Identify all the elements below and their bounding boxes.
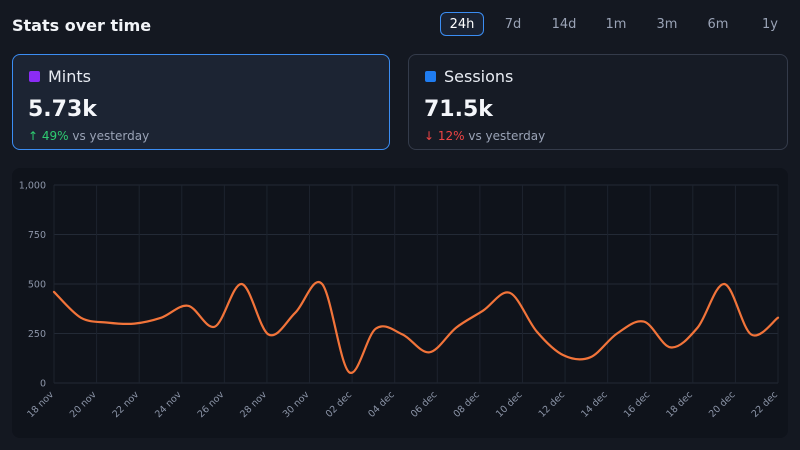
arrow-up-icon: ↑: [28, 129, 39, 143]
card-label: Mints: [48, 67, 91, 86]
x-tick-label: 18 dec: [664, 389, 695, 420]
x-tick-label: 08 dec: [451, 389, 482, 420]
card-label: Sessions: [444, 67, 514, 86]
range-24h-button[interactable]: 24h: [440, 12, 484, 36]
range-1m-button[interactable]: 1m: [605, 17, 627, 32]
delta-suffix: vs yesterday: [72, 129, 150, 143]
y-tick-label: 500: [28, 280, 46, 291]
y-tick-label: 0: [40, 379, 46, 390]
series-line: [52, 280, 780, 374]
x-tick-label: 16 dec: [622, 389, 653, 420]
y-tick-label: 1,000: [19, 181, 46, 192]
card-value: 5.73k: [28, 97, 97, 122]
card-delta: ↓ 12% vs yesterday: [424, 129, 545, 143]
range-6m-button[interactable]: 6m: [707, 17, 729, 32]
line-chart: 0 250 500 750 1,000 18 nov 20 nov 22 nov 24 nov 2…: [19, 181, 781, 421]
card-value: 71.5k: [424, 97, 493, 122]
x-tick-label: 04 dec: [366, 389, 397, 420]
y-tick-label: 250: [28, 329, 46, 340]
card-delta: ↑ 49% vs yesterday: [28, 129, 149, 143]
range-3m-button[interactable]: 3m: [656, 17, 678, 32]
x-tick-label: 28 nov: [238, 389, 269, 420]
range-1y-button[interactable]: 1y: [762, 17, 778, 32]
range-14d-button[interactable]: 14d: [551, 17, 577, 32]
x-tick-label: 22 dec: [750, 389, 781, 420]
sessions-color-swatch: [425, 71, 436, 82]
mints-stat-card[interactable]: Mints 5.73k ↑ 49% vs yesterday: [12, 54, 390, 150]
x-tick-label: 22 nov: [110, 389, 141, 420]
x-tick-label: 12 dec: [537, 389, 568, 420]
mints-color-swatch: [29, 71, 40, 82]
time-range-selector: 24h 7d 14d 1m 3m 6m 1y: [440, 12, 788, 38]
x-tick-label: 24 nov: [153, 389, 184, 420]
x-tick-label: 30 nov: [281, 389, 312, 420]
x-tick-label: 20 dec: [707, 389, 738, 420]
delta-percent: 12%: [437, 129, 465, 143]
x-tick-label: 20 nov: [68, 389, 99, 420]
x-tick-label: 02 dec: [324, 389, 355, 420]
x-tick-label: 18 nov: [25, 389, 56, 420]
delta-percent: 49%: [41, 129, 69, 143]
x-tick-label: 14 dec: [579, 389, 610, 420]
x-tick-label: 26 nov: [196, 389, 227, 420]
page-title: Stats over time: [12, 16, 152, 35]
chart-panel: 0 250 500 750 1,000 18 nov 20 nov 22 nov 24 nov 2…: [12, 168, 788, 438]
delta-suffix: vs yesterday: [468, 129, 546, 143]
range-7d-button[interactable]: 7d: [504, 17, 522, 32]
header: Stats over time 24h 7d 14d 1m 3m 6m 1y: [12, 12, 788, 38]
x-tick-label: 10 dec: [494, 389, 525, 420]
y-tick-label: 750: [28, 230, 46, 241]
x-tick-label: 06 dec: [409, 389, 440, 420]
arrow-down-icon: ↓: [424, 129, 435, 143]
sessions-stat-card[interactable]: Sessions 71.5k ↓ 12% vs yesterday: [408, 54, 788, 150]
